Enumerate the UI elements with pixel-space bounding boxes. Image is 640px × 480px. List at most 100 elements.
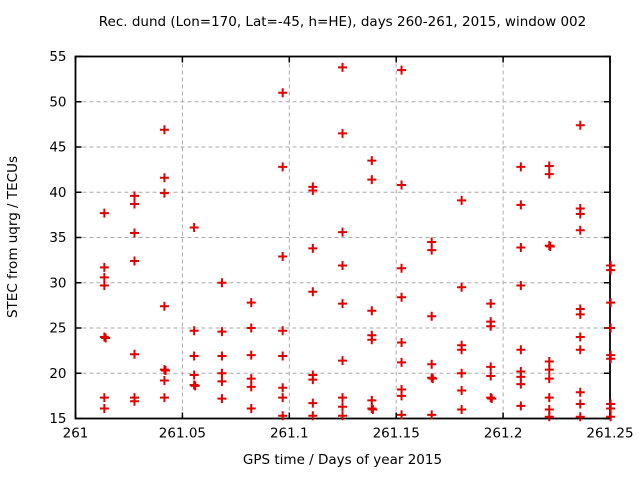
data-point (338, 393, 348, 403)
data-point (516, 280, 526, 290)
data-point (397, 65, 407, 75)
x-tick-label: 261.2 (484, 426, 523, 442)
data-point (246, 350, 256, 360)
y-tick-label: 30 (49, 275, 66, 291)
data-point (397, 292, 407, 302)
data-point (159, 393, 169, 403)
data-point (246, 323, 256, 333)
data-point (338, 62, 348, 72)
data-point (575, 120, 585, 130)
data-point (99, 262, 109, 272)
data-point (159, 375, 169, 385)
data-point (217, 327, 227, 337)
data-point (246, 382, 256, 392)
data-point (544, 365, 554, 375)
data-point (457, 385, 467, 395)
data-point (606, 298, 616, 308)
y-tick-label: 40 (49, 185, 66, 201)
data-point (544, 393, 554, 403)
data-point (338, 299, 348, 309)
data-point (189, 370, 199, 380)
data-point (486, 371, 496, 381)
x-tick-label: 261.25 (586, 426, 633, 442)
data-point (397, 391, 407, 401)
y-tick-label: 35 (49, 230, 66, 246)
data-point (189, 326, 199, 336)
data-point (397, 410, 407, 420)
data-point (544, 374, 554, 384)
data-point (278, 383, 288, 393)
data-point (367, 335, 377, 345)
data-point (606, 265, 616, 275)
y-tick-label: 25 (49, 321, 66, 337)
data-point (367, 175, 377, 185)
data-point (575, 345, 585, 355)
data-point (217, 394, 227, 404)
data-point (545, 242, 555, 252)
y-axis-title: STEC from uqrg / TECUs (5, 155, 21, 319)
data-point (159, 188, 169, 198)
x-tick-label: 261.1 (270, 426, 309, 442)
data-point (161, 366, 171, 376)
data-point (606, 412, 616, 422)
data-point (278, 88, 288, 98)
data-point (189, 223, 199, 233)
data-point (130, 349, 140, 359)
data-point (159, 125, 169, 135)
x-axis-title: GPS time / Days of year 2015 (242, 452, 443, 468)
y-tick-label: 45 (49, 140, 66, 156)
data-point (487, 394, 497, 404)
data-point (367, 306, 377, 316)
y-tick-label: 50 (49, 94, 66, 110)
data-point (457, 195, 467, 205)
data-point (397, 337, 407, 347)
data-point (544, 161, 554, 171)
data-point (308, 287, 318, 297)
data-point (338, 128, 348, 138)
data-point (575, 209, 585, 219)
data-point (367, 156, 377, 166)
data-point (338, 411, 348, 421)
y-tick-label: 15 (49, 411, 66, 427)
data-point (427, 311, 437, 321)
data-point (217, 278, 227, 288)
data-point (99, 404, 109, 414)
data-point (278, 393, 288, 403)
data-point (338, 261, 348, 271)
data-point (367, 395, 377, 405)
x-tick-label: 261 (63, 426, 89, 442)
data-point (575, 399, 585, 409)
data-point (278, 351, 288, 361)
data-point (428, 374, 438, 384)
data-point (217, 368, 227, 378)
data-point (338, 356, 348, 366)
data-point (159, 301, 169, 311)
y-tick-label: 20 (49, 366, 66, 382)
data-point (606, 323, 616, 333)
data-point (606, 354, 616, 364)
data-point (130, 396, 140, 406)
data-point (427, 410, 437, 420)
chart-title: Rec. dund (Lon=170, Lat=-45, h=HE), days… (98, 14, 587, 30)
data-point (606, 404, 616, 414)
data-point (189, 351, 199, 361)
data-point (246, 374, 256, 384)
data-point (278, 326, 288, 336)
data-point (190, 381, 200, 391)
data-point (246, 404, 256, 414)
data-point (457, 404, 467, 414)
data-point (159, 173, 169, 183)
data-point (575, 225, 585, 235)
data-point (308, 375, 318, 385)
data-point (308, 411, 318, 421)
data-point (457, 282, 467, 292)
data-point (516, 200, 526, 210)
data-point (427, 359, 437, 369)
data-point (516, 242, 526, 252)
data-point (486, 362, 496, 372)
data-point (130, 199, 140, 209)
data-point (217, 351, 227, 361)
data-point (516, 345, 526, 355)
data-point (308, 243, 318, 253)
